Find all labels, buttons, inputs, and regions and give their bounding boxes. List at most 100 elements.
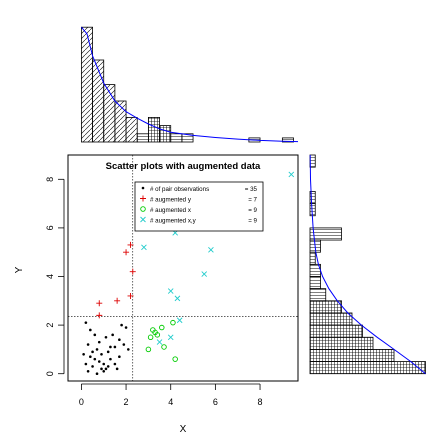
y-tick-label: 0 xyxy=(45,371,55,376)
top-hist-bar xyxy=(170,133,183,143)
data-point-circle xyxy=(172,356,178,362)
top-hist-bar xyxy=(80,26,93,143)
right-density-curve xyxy=(309,154,426,375)
legend-count: = 35 xyxy=(245,186,258,193)
data-point-dot xyxy=(89,355,92,358)
y-axis-label: Y xyxy=(14,266,25,273)
data-point-plus xyxy=(129,268,136,275)
y-tick-label: 2 xyxy=(45,323,55,328)
data-point-dot xyxy=(100,367,103,371)
data-point-dot xyxy=(97,340,101,344)
y-tick-label: 4 xyxy=(45,274,55,279)
top-density-curve xyxy=(81,26,299,143)
right-y-histogram xyxy=(309,154,426,375)
right-hist-bar xyxy=(309,361,426,375)
y-tick-label: 8 xyxy=(45,177,55,182)
data-point-cross xyxy=(288,171,295,178)
right-hist-bar xyxy=(309,251,316,265)
x-tick-label: 8 xyxy=(258,397,263,407)
right-hist-bar xyxy=(309,191,316,205)
data-point-circle xyxy=(170,319,176,326)
data-point-dot xyxy=(115,367,119,371)
y-axis: 0 2 4 6 8 xyxy=(45,177,65,376)
data-point-circle xyxy=(145,346,152,353)
data-point-plus xyxy=(96,312,103,319)
x-tick-label: 6 xyxy=(213,397,218,407)
right-hist-bar xyxy=(309,312,353,326)
right-hist-bar xyxy=(309,288,327,302)
top-hist-bar xyxy=(103,84,116,143)
legend-label: # of pair observations xyxy=(150,186,209,193)
data-point-cross xyxy=(176,317,183,324)
x-tick-label: 2 xyxy=(124,397,129,407)
data-point-dot xyxy=(111,333,114,337)
right-hist-bar xyxy=(309,336,374,350)
data-point-plus xyxy=(127,241,134,248)
x-axis-label: X xyxy=(180,424,187,435)
data-point-dot xyxy=(82,352,85,356)
right-hist-bar xyxy=(309,300,342,314)
data-point-cross xyxy=(156,339,163,345)
data-point-dot xyxy=(84,362,88,366)
data-point-dot xyxy=(97,360,101,363)
legend-count: = 7 xyxy=(248,197,257,204)
top-x-histogram xyxy=(80,26,299,143)
data-point-plus xyxy=(127,292,134,299)
top-hist-bar xyxy=(114,100,127,143)
reference-lines xyxy=(68,155,298,381)
data-point-dot xyxy=(124,326,128,329)
data-point-dot xyxy=(102,369,106,373)
data-point-circle xyxy=(147,334,154,341)
legend-label: # augmented y xyxy=(150,197,192,204)
data-point-cross xyxy=(141,244,147,251)
top-hist-bar xyxy=(147,117,160,143)
y-tick-label: 6 xyxy=(45,225,55,230)
data-point-dot xyxy=(113,345,117,349)
top-hist-bar xyxy=(159,125,172,143)
x-tick-label: 4 xyxy=(168,397,173,407)
top-hist-bar xyxy=(281,137,294,143)
data-point-dot xyxy=(102,362,106,366)
data-point-cross xyxy=(167,288,174,294)
data-point-circle xyxy=(159,324,165,331)
data-point-dot xyxy=(91,350,94,354)
x-axis: 0 2 4 6 8 xyxy=(79,383,263,407)
legend-rows: # of pair observations = 35 # augmented y =… xyxy=(140,186,258,225)
data-point-dot xyxy=(113,362,117,366)
legend-count: = 9 xyxy=(248,207,257,214)
legend-box xyxy=(134,181,264,232)
data-point-dot xyxy=(100,352,103,356)
data-point-dot xyxy=(86,369,90,373)
data-point-cross xyxy=(174,295,181,302)
data-point-dot xyxy=(122,343,126,346)
data-point-circle xyxy=(161,344,167,350)
data-point-dot xyxy=(104,367,108,371)
legend-label: # augmented x xyxy=(150,207,192,214)
data-point-dot xyxy=(126,348,130,351)
legend-marker-cross xyxy=(140,216,146,223)
data-point-dot xyxy=(109,357,112,361)
data-point-dot xyxy=(109,345,112,349)
right-hist-bar xyxy=(309,324,363,338)
data-point-dot xyxy=(86,343,90,346)
data-point-cross xyxy=(167,334,174,341)
data-point-plus xyxy=(114,297,121,304)
data-point-dot xyxy=(91,365,94,368)
top-hist-bar xyxy=(125,117,138,143)
data-point-dot xyxy=(95,372,99,376)
data-point-dot xyxy=(84,321,88,324)
data-point-dot xyxy=(106,365,110,368)
data-point-dot xyxy=(93,333,97,337)
data-point-dot xyxy=(104,335,108,339)
legend-marker-dot xyxy=(141,186,145,190)
data-point-plus xyxy=(123,249,130,256)
data-points xyxy=(82,171,295,376)
data-point-dot xyxy=(89,328,92,332)
data-point-dot xyxy=(118,355,121,358)
x-tick-label: 0 xyxy=(79,397,84,407)
data-point-plus xyxy=(96,300,103,307)
legend-marker-plus xyxy=(140,195,146,202)
chart-title: Scatter plots with augmented data xyxy=(106,161,261,172)
data-point-dot xyxy=(118,338,121,341)
